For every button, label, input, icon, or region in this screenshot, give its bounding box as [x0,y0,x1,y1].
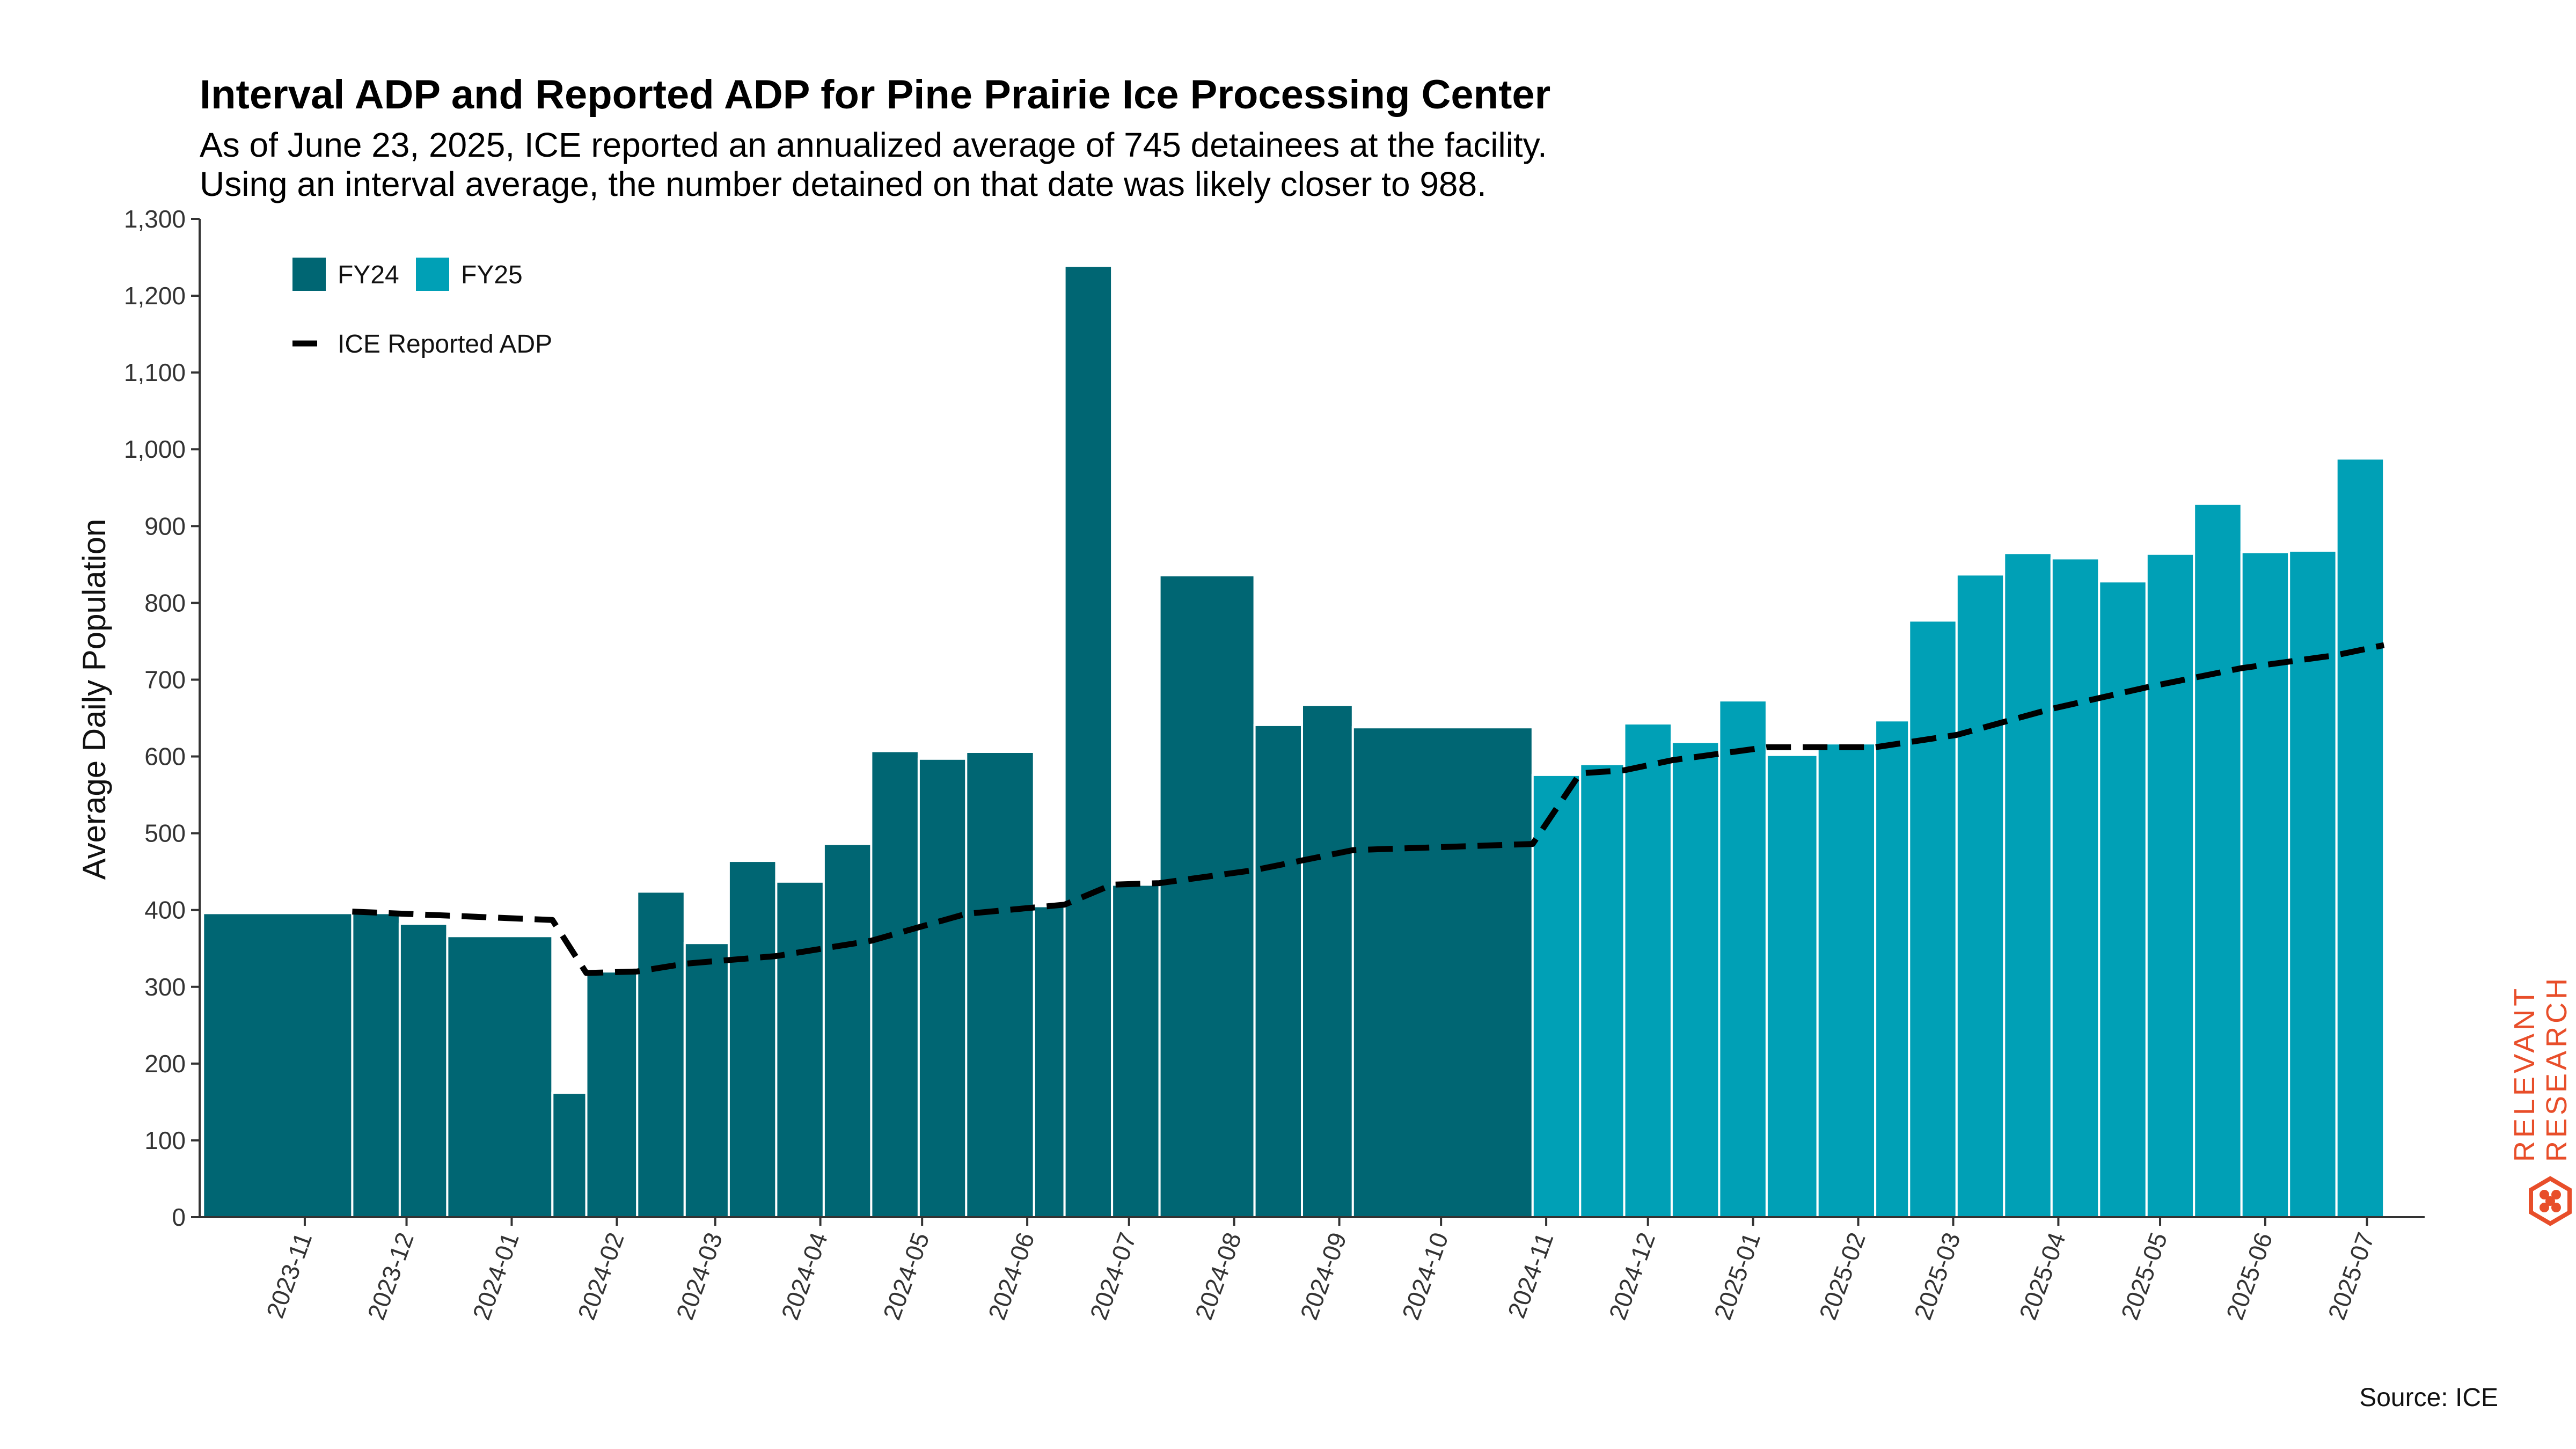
legend-label-reported-adp: ICE Reported ADP [338,330,552,358]
fy25-bar-8 [1908,619,1958,1218]
y-tick-label-9: 900 [144,512,186,540]
fy25-bar-14 [2193,502,2243,1218]
y-tick-label-3: 300 [144,973,186,1001]
y-tick-label-4: 400 [144,896,186,924]
y-tick-label-13: 1,300 [124,205,186,233]
fy24-bar-2 [398,923,449,1218]
fy24-bar-5 [585,970,639,1218]
fy25-bar-1 [1579,763,1626,1219]
fy24-bar-6 [636,890,686,1218]
fy24-bar-19 [1301,704,1354,1218]
x-tick-label-3: 2024-02 [572,1229,630,1323]
x-tick-label-14: 2025-01 [1708,1229,1766,1323]
fy25-bar-2 [1623,722,1673,1218]
fy24-bar-10 [822,843,873,1218]
legend-swatch-fy24 [292,258,326,291]
y-tick-label-11: 1,100 [124,358,186,386]
y-tick-label-0: 0 [172,1203,186,1231]
line-layer [352,642,2385,976]
fy25-bar-17 [2335,457,2385,1218]
brand-line-2: RESEARCH [2541,975,2573,1162]
y-tick-label-12: 1,200 [124,282,186,310]
legend: FY24 FY25 ICE Reported ADP [292,258,552,358]
chart-subtitle-line-2: Using an interval average, the number de… [200,165,1487,203]
hexagon-logo-icon [2529,1176,2572,1226]
fy25-bar-9 [1955,573,2006,1218]
y-tick-label-2: 200 [144,1050,186,1078]
x-tick-label-1: 2023-12 [362,1229,419,1323]
x-tick-label-19: 2025-06 [2221,1229,2278,1323]
fy24-bar-14 [1033,905,1066,1218]
fy25-bar-3 [1670,741,1721,1218]
fy24-bar-1 [351,912,401,1218]
y-tick-label-1: 100 [144,1126,186,1154]
y-tick-label-5: 500 [144,819,186,847]
x-tick-label-9: 2024-08 [1189,1229,1247,1323]
fy24-bar-13 [965,751,1035,1218]
source-note: Source: ICE [2359,1384,2498,1412]
fy24-bar-15 [1063,265,1114,1218]
x-tick-label-18: 2025-05 [2116,1229,2173,1323]
chart-subtitle-line-1: As of June 23, 2025, ICE reported an ann… [200,126,1547,164]
x-tick-label-17: 2025-04 [2014,1229,2071,1323]
x-tick-label-13: 2024-12 [1603,1229,1660,1323]
fy25-bar-0 [1531,773,1582,1218]
fy25-bar-16 [2288,550,2338,1218]
fy24-bar-20 [1351,726,1534,1218]
legend-swatch-fy25 [416,258,449,291]
x-tick-label-15: 2025-02 [1813,1229,1871,1323]
y-axis-label: Average Daily Population [76,519,112,880]
fy24-bar-17 [1158,574,1256,1218]
fy25-bar-13 [2145,552,2196,1218]
fy24-bar-3 [446,935,554,1219]
fy24-bar-7 [683,942,730,1218]
y-tick-label-10: 1,000 [124,435,186,463]
x-tick-label-16: 2025-03 [1908,1229,1966,1323]
x-tick-label-0: 2023-11 [261,1229,317,1322]
x-tick-label-10: 2024-09 [1294,1229,1352,1323]
x-tick-label-12: 2024-11 [1502,1229,1558,1322]
fy24-bar-12 [917,757,968,1219]
y-tick-label-7: 700 [144,665,186,693]
fy25-bar-7 [1874,719,1911,1219]
fy24-bar-4 [551,1092,588,1218]
fy25-bar-12 [2098,580,2148,1218]
fy24-bar-16 [1111,883,1161,1218]
x-tick-label-2: 2024-01 [467,1229,524,1323]
chart-title: Interval ADP and Reported ADP for Pine P… [200,72,1550,118]
fy24-bar-8 [727,860,778,1218]
x-tick-label-6: 2024-05 [877,1229,935,1323]
x-tick-label-7: 2024-06 [983,1229,1040,1323]
x-tick-label-11: 2024-10 [1396,1229,1454,1323]
legend-label-fy25: FY25 [461,261,523,289]
fy25-bar-15 [2240,551,2290,1218]
fy25-bar-6 [1816,742,1877,1218]
y-tick-label-8: 800 [144,589,186,617]
fy24-bar-9 [775,880,825,1219]
fy24-bar-11 [870,750,920,1218]
fy25-bar-4 [1718,699,1768,1218]
fy24-bar-18 [1253,723,1304,1218]
fy24-bar-0 [202,912,354,1218]
x-tick-label-4: 2024-03 [670,1229,728,1323]
fy25-bar-11 [2050,557,2101,1218]
x-tick-label-8: 2024-07 [1084,1229,1141,1323]
x-tick-label-5: 2024-04 [775,1229,833,1323]
brand-logo: RELEVANT RESEARCH [2508,975,2573,1226]
bars-layer [202,265,2385,1219]
brand-line-1: RELEVANT [2508,985,2541,1162]
x-tick-label-20: 2025-07 [2322,1229,2380,1323]
legend-label-fy24: FY24 [338,261,399,289]
y-tick-label-6: 600 [144,743,186,771]
fy25-bar-5 [1765,753,1819,1218]
fy25-bar-10 [2003,552,2053,1218]
